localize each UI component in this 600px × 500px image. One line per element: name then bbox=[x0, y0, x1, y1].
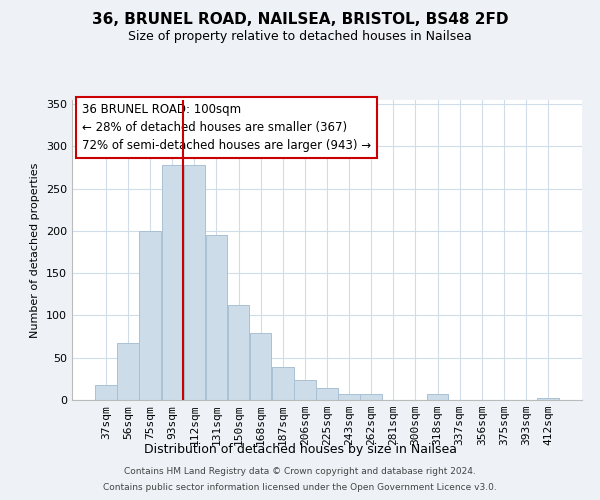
Text: Distribution of detached houses by size in Nailsea: Distribution of detached houses by size … bbox=[143, 442, 457, 456]
Text: 36 BRUNEL ROAD: 100sqm
← 28% of detached houses are smaller (367)
72% of semi-de: 36 BRUNEL ROAD: 100sqm ← 28% of detached… bbox=[82, 103, 371, 152]
Bar bbox=[250, 333, 271, 400]
Bar bbox=[117, 342, 139, 400]
Text: Contains public sector information licensed under the Open Government Licence v3: Contains public sector information licen… bbox=[103, 484, 497, 492]
Bar bbox=[294, 380, 316, 400]
Bar bbox=[139, 231, 161, 400]
Bar bbox=[272, 367, 293, 400]
Bar bbox=[538, 398, 559, 400]
Bar bbox=[361, 394, 382, 400]
Bar bbox=[161, 165, 183, 400]
Bar bbox=[338, 394, 360, 400]
Bar bbox=[228, 304, 249, 400]
Text: Size of property relative to detached houses in Nailsea: Size of property relative to detached ho… bbox=[128, 30, 472, 43]
Y-axis label: Number of detached properties: Number of detached properties bbox=[31, 162, 40, 338]
Text: 36, BRUNEL ROAD, NAILSEA, BRISTOL, BS48 2FD: 36, BRUNEL ROAD, NAILSEA, BRISTOL, BS48 … bbox=[92, 12, 508, 28]
Bar bbox=[316, 388, 338, 400]
Bar bbox=[206, 235, 227, 400]
Bar bbox=[184, 165, 205, 400]
Text: Contains HM Land Registry data © Crown copyright and database right 2024.: Contains HM Land Registry data © Crown c… bbox=[124, 467, 476, 476]
Bar bbox=[427, 394, 448, 400]
Bar bbox=[95, 385, 116, 400]
